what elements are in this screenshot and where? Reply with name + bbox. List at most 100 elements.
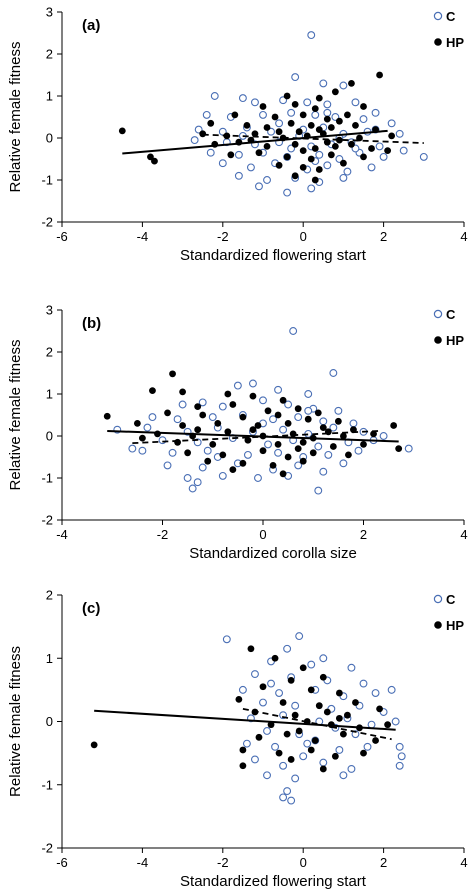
point-c [339,81,348,90]
point-c [202,110,211,119]
point-c [267,127,275,136]
point-c [335,746,344,754]
point-c [274,448,283,457]
point-c [339,173,348,182]
legend-label-c: C [446,9,456,24]
series-c [190,31,428,197]
point-hp [279,470,287,478]
point-c [379,152,388,161]
point-c [323,108,332,117]
y-axis-label-a: Relative female fitness [7,42,24,193]
trend-line-hp [94,709,396,731]
point-c [404,444,413,453]
point-hp [279,396,287,404]
point-c [234,150,243,159]
point-hp [329,443,337,450]
point-c [315,150,324,159]
point-c [291,774,300,783]
point-hp [209,441,217,448]
point-c [303,98,312,107]
point-hp [384,147,392,155]
point-c [307,660,316,669]
point-hp [360,153,367,161]
x-tick-label: -4 [137,229,149,244]
point-c [371,108,380,117]
point-hp [335,689,343,697]
point-c [395,761,404,770]
legend-label-hp: HP [446,333,464,348]
point-hp [331,752,339,760]
x-tick-label: 2 [360,527,367,542]
point-hp [199,130,207,138]
point-c [307,31,316,40]
point-hp [207,119,215,127]
point-hp [294,445,302,452]
y-tick-label: 0 [46,714,53,729]
point-hp [340,432,347,440]
point-c [397,752,406,761]
point-hp [304,415,312,423]
point-c [251,670,259,679]
x-tick-label: -4 [137,855,149,870]
point-hp [118,127,126,135]
point-c [271,742,280,751]
legend-marker-hp [434,38,442,46]
point-hp [283,92,291,100]
point-c [399,146,408,155]
point-c [395,742,404,751]
point-hp [184,449,192,457]
point-c [295,632,304,641]
point-hp [331,88,339,96]
point-hp [340,730,347,738]
point-hp [243,122,251,129]
panel-b: (b) Standardized corolla size Relative f… [7,303,468,563]
point-c [283,644,292,653]
point-c [206,148,215,157]
point-c [259,396,267,405]
point-c [319,417,328,426]
point-c [168,448,177,457]
y-tick-label: -1 [41,173,53,188]
y-axis-label-c: Relative female fitness [7,646,24,797]
point-c [128,444,137,453]
point-hp [151,157,158,165]
point-c [243,450,252,459]
point-c [218,471,227,480]
legend-label-hp: HP [446,618,464,633]
point-c [304,406,313,415]
point-c [354,446,363,455]
point-c [319,654,328,663]
point-c [311,110,320,119]
point-hp [344,711,351,719]
point-hp [204,457,212,465]
point-hp [299,438,307,446]
point-c [319,758,328,767]
point-hp [214,420,222,427]
point-hp [323,138,331,146]
point-hp [315,166,323,173]
point-hp [255,733,263,741]
point-c [267,679,275,688]
point-hp [179,388,187,396]
x-tick-label: -2 [217,229,229,244]
panel-c: (c) Standardized flowering start Relativ… [7,588,468,890]
point-c [347,663,356,672]
point-hp [311,145,319,152]
legend-marker-c [433,309,443,319]
point-hp [319,673,327,681]
point-hp [224,390,232,398]
x-axis-label-b: Standardized corolla size [189,545,357,562]
point-c [351,98,360,107]
point-c [269,415,277,424]
point-c [387,119,396,128]
point-hp [314,409,322,417]
point-hp [376,705,383,713]
point-hp [307,155,315,163]
point-hp [295,128,303,136]
point-hp [348,80,355,87]
point-c [329,369,338,377]
point-c [183,474,192,482]
point-c [294,413,303,422]
x-tick-label: -6 [56,229,68,244]
